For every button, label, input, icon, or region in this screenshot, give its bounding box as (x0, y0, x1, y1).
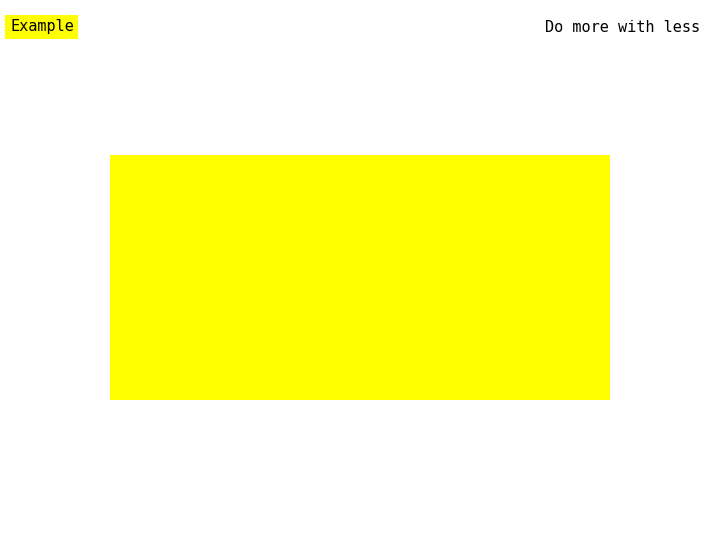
Text: - mult(n,m) : ?: - mult(n,m) : ? (130, 322, 267, 337)
Text: Define arithmetic on positive integers using only: Define arithmetic on positive integers u… (122, 169, 593, 184)
Text: - pow(n,m) :  ?: - pow(n,m) : ? (130, 350, 267, 365)
Text: - pred(x) : x - 1: - pred(x) : x - 1 (130, 266, 285, 281)
Text: Do more with less: Do more with less (545, 19, 700, 35)
Text: - pow2(n) : ?: - pow2(n) : ? (130, 378, 248, 393)
Text: - isZero(x) : x == 0: - isZero(x) : x == 0 (130, 210, 312, 225)
Text: - add(n,m) :  ?: - add(n,m) : ? (130, 294, 267, 309)
Text: Example: Example (10, 19, 74, 35)
Text: - succ(x) : x + 1: - succ(x) : x + 1 (130, 238, 285, 253)
